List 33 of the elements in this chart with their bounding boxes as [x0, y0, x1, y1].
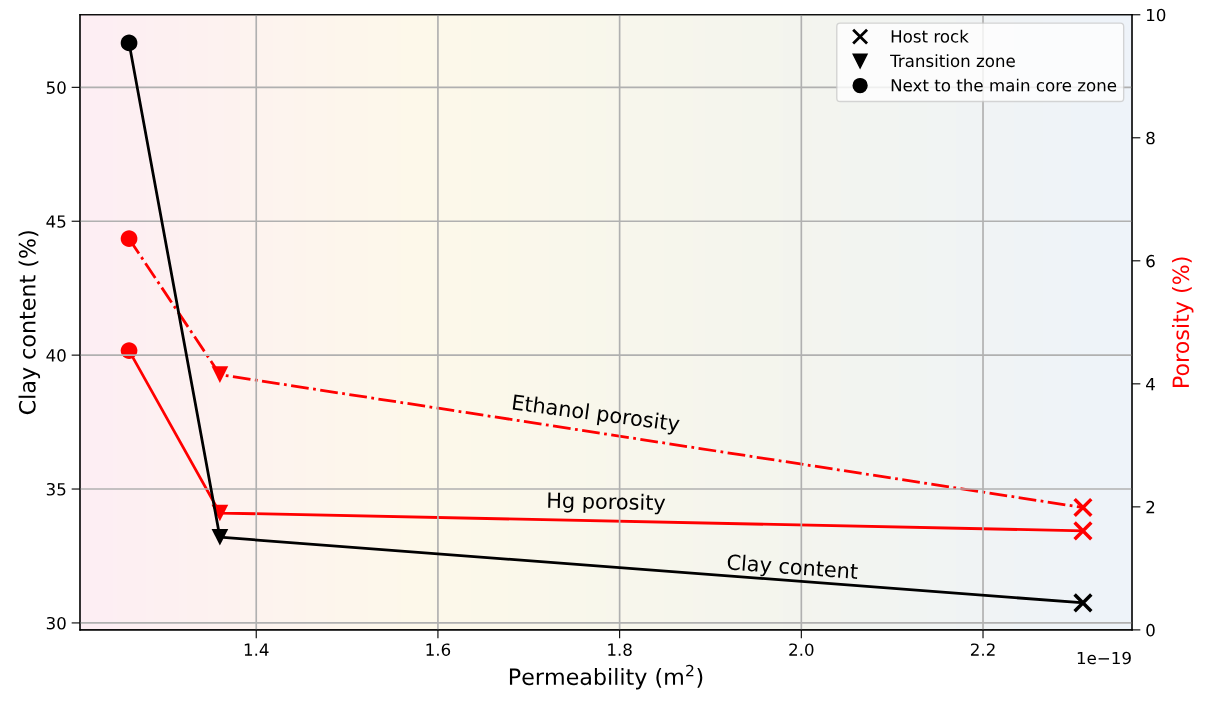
- y2-tick-label: 2: [1146, 500, 1155, 514]
- y2-tick-label: 4: [1146, 378, 1155, 391]
- y2-tick-label: 8: [1146, 131, 1155, 145]
- x-tick-label: 1.8: [608, 643, 632, 656]
- x-tick-label: 1.6: [426, 643, 451, 656]
- y-tick-label: 50: [46, 81, 66, 94]
- text: 1e−19: [1077, 651, 1131, 665]
- y2-tick-label: 10: [1147, 8, 1166, 22]
- x-tick-label: 2.0: [789, 643, 814, 656]
- annotation: Clay content: [726, 553, 859, 584]
- x-tick-label: 1.4: [244, 643, 269, 656]
- point: [1072, 520, 1094, 541]
- point: [211, 528, 229, 546]
- y-tick-label: 40: [46, 349, 66, 362]
- y-axis-title: Clay content (%): [18, 231, 41, 415]
- point: [120, 34, 138, 52]
- y2-tick-label: 6: [1146, 254, 1155, 268]
- point: [211, 366, 229, 383]
- point: [1072, 497, 1094, 518]
- annotation: Ethanol porosity: [512, 393, 681, 436]
- legend-label: Transition zone: [890, 54, 1015, 68]
- legend-label: Host rock: [891, 29, 969, 43]
- y-tick-label: 45: [46, 215, 66, 228]
- x-axis-title: Permeability (m$^{2}$): [509, 664, 703, 690]
- annotation: Hg porosity: [548, 491, 666, 515]
- point: [1072, 592, 1094, 613]
- y-tick-label: 35: [46, 482, 66, 496]
- point: [120, 230, 138, 247]
- y2-tick-label: 0: [1146, 623, 1155, 637]
- y-tick-label: 30: [46, 616, 66, 630]
- legend-label: Next to the main core zone: [891, 78, 1117, 92]
- x-tick-label: 2.2: [970, 643, 995, 656]
- y2-axis-title: Porosity (%): [1171, 257, 1194, 387]
